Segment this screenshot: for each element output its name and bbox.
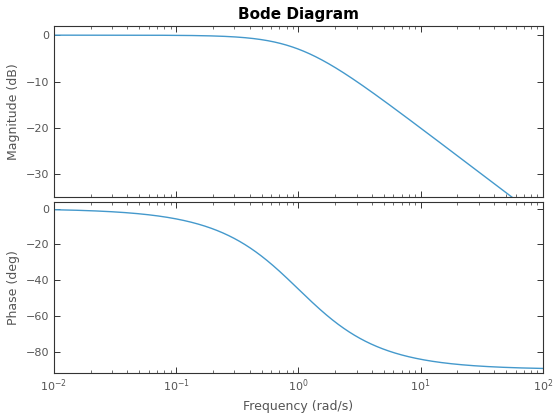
Y-axis label: Phase (deg): Phase (deg) bbox=[7, 250, 20, 325]
Y-axis label: Magnitude (dB): Magnitude (dB) bbox=[7, 63, 20, 160]
Title: Bode Diagram: Bode Diagram bbox=[238, 7, 359, 22]
X-axis label: Frequency (rad/s): Frequency (rad/s) bbox=[243, 400, 353, 413]
